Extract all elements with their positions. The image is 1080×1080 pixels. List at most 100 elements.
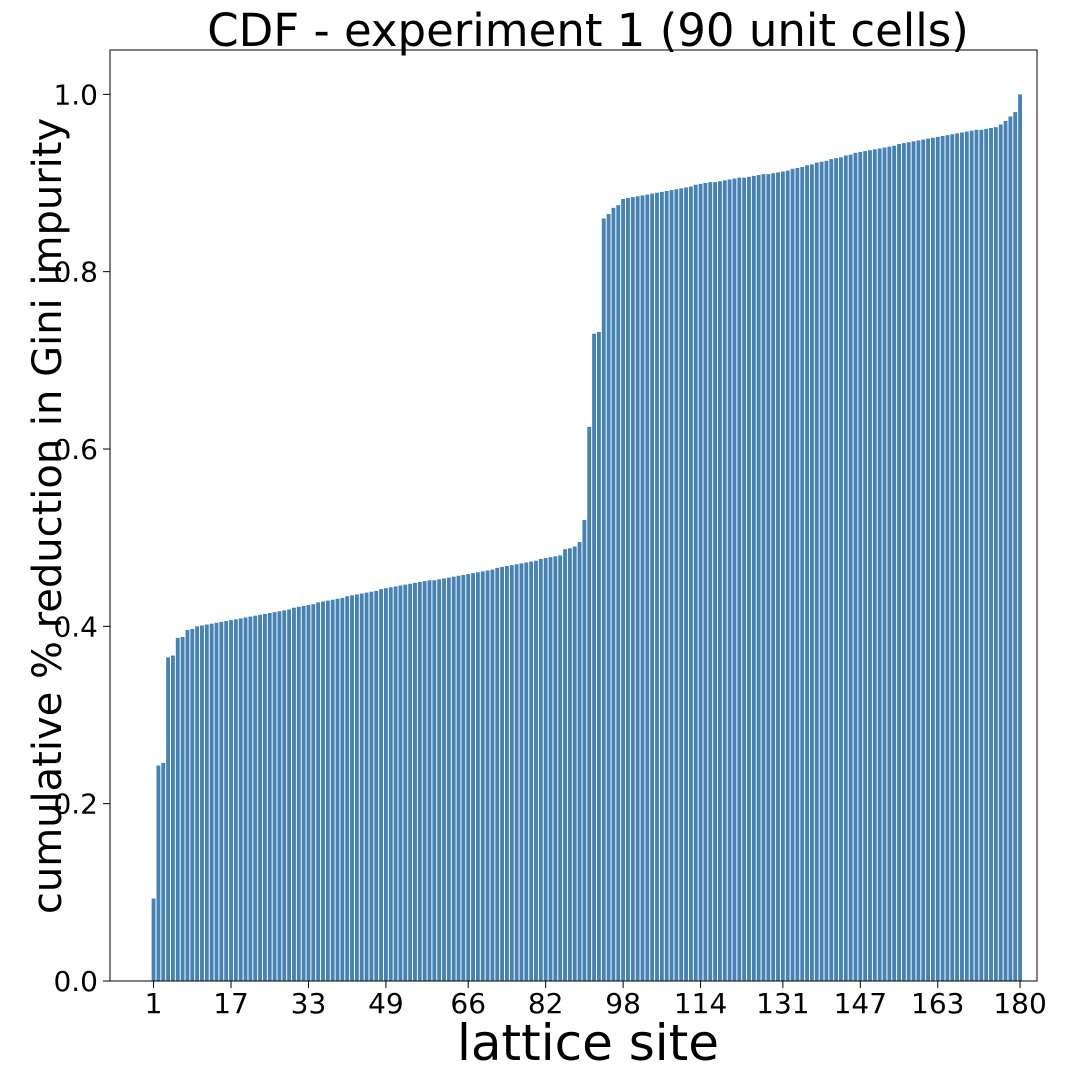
bar [582,519,587,981]
bar [563,549,567,981]
bar [587,426,592,981]
bar [655,192,659,982]
y-tick-label: 0.8 [53,256,98,289]
y-tick-label: 0.0 [53,965,98,998]
bar [258,614,262,981]
y-axis-label: cumulative % reduction in Gini impurity [25,118,71,914]
bar [538,558,543,981]
x-tick-label: 1 [145,987,163,1020]
bar [461,574,466,981]
bar [839,157,843,981]
bar [964,131,969,981]
bar [340,597,345,981]
bar [751,175,756,981]
x-tick-label: 66 [450,987,486,1020]
bar [374,590,379,981]
bar [630,197,635,982]
bar [277,611,282,981]
bar [693,184,698,982]
bar [829,159,834,981]
bar [403,584,408,981]
bar [984,128,989,981]
bar [224,621,229,981]
bar [364,592,369,981]
bar [626,198,630,981]
bar [509,565,514,981]
bar [398,585,403,981]
bar [756,175,761,981]
x-tick-label: 17 [213,987,249,1020]
bar [989,128,993,981]
bar [785,170,790,981]
bar [926,138,931,981]
bar [316,602,321,981]
bar [442,578,446,981]
bar [771,173,776,981]
bar [708,182,713,981]
bar [393,586,398,981]
bar [354,594,359,981]
bar [451,576,456,981]
bar [674,189,679,981]
bar [209,623,214,981]
bar [596,331,601,982]
bar [311,604,316,981]
bar [195,626,200,981]
bar [272,612,277,981]
bar [940,136,945,982]
y-tick-label: 0.2 [53,788,98,821]
bar [882,147,887,982]
bar [916,140,921,981]
bar [703,183,708,981]
bar [688,186,693,982]
bar [979,129,984,982]
plot-frame [109,49,1038,982]
bar [485,570,490,981]
bar [238,618,243,981]
bar [577,542,582,981]
bar [930,137,935,981]
bar [524,562,529,981]
bar [722,180,727,982]
bar [911,141,916,981]
bar [601,218,606,981]
bar [872,149,877,982]
bar [190,628,195,981]
bar [558,555,563,981]
bar [253,615,258,981]
bar [650,193,655,981]
bar [170,655,175,981]
bar [466,574,471,981]
bar [388,587,393,981]
bar [858,151,863,981]
x-tick-label: 180 [993,987,1046,1020]
bar [664,190,669,982]
bar [795,167,800,982]
bar [422,581,427,981]
bar [204,624,209,981]
bar [669,190,674,982]
bar [868,150,872,981]
bar [471,573,475,981]
bar [267,613,272,981]
bar [848,154,853,982]
bar [892,145,897,981]
bar [379,589,384,981]
bar [800,167,805,982]
bar [606,214,611,982]
bar [974,129,979,982]
bar [490,569,495,981]
bar [282,610,287,981]
bar [717,181,722,981]
x-tick-label: 163 [911,987,964,1020]
bar [887,146,892,981]
bar [500,566,505,981]
x-axis-label: lattice site [457,1014,719,1072]
bar [809,164,814,981]
bar [834,158,839,981]
bar [766,174,771,982]
bar [698,183,703,982]
bar [330,599,335,981]
bar [166,657,171,981]
